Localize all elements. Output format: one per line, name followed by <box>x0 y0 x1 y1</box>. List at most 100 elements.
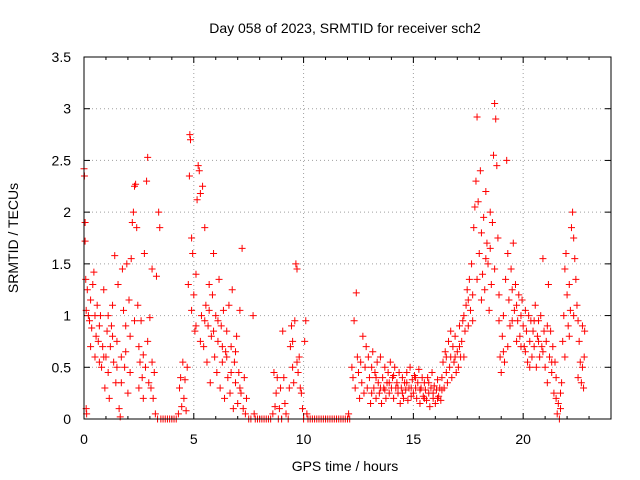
data-point <box>212 312 220 320</box>
data-point <box>521 306 529 314</box>
data-point <box>139 351 147 359</box>
data-point <box>426 403 434 411</box>
data-point <box>290 379 298 387</box>
data-point <box>412 374 420 382</box>
data-point <box>565 332 573 340</box>
data-point <box>107 322 115 330</box>
data-point <box>515 291 523 299</box>
data-point <box>455 343 463 351</box>
data-point <box>563 291 571 299</box>
data-point <box>398 374 406 382</box>
data-point <box>497 368 505 376</box>
data-point <box>117 379 125 387</box>
data-point <box>126 332 134 340</box>
data-point <box>90 268 98 276</box>
data-point <box>301 337 309 345</box>
data-point <box>372 394 380 402</box>
data-point <box>239 405 247 413</box>
data-point <box>242 394 250 402</box>
data-point <box>148 265 156 273</box>
data-point <box>541 363 549 371</box>
data-point <box>409 389 417 397</box>
data-point <box>519 322 527 330</box>
data-point <box>536 353 544 361</box>
data-point <box>151 410 159 418</box>
data-point <box>177 374 185 382</box>
data-point <box>570 234 578 242</box>
data-point <box>143 177 151 185</box>
data-point <box>391 363 399 371</box>
data-point <box>369 348 377 356</box>
data-point <box>532 363 540 371</box>
data-point <box>566 306 574 314</box>
data-point <box>205 306 213 314</box>
data-point <box>486 208 494 216</box>
data-point <box>139 394 147 402</box>
data-point <box>454 363 462 371</box>
data-point <box>450 358 458 366</box>
data-point <box>561 353 569 361</box>
data-point <box>518 296 526 304</box>
data-point <box>529 327 537 335</box>
data-point <box>184 281 192 289</box>
data-point <box>578 322 586 330</box>
data-point <box>218 343 226 351</box>
data-point <box>452 368 460 376</box>
data-point <box>542 337 550 345</box>
data-point <box>351 384 359 392</box>
data-point <box>495 317 503 325</box>
data-point <box>481 286 489 294</box>
data-point <box>217 322 225 330</box>
data-point <box>303 410 311 418</box>
data-point <box>109 332 117 340</box>
data-point <box>547 327 555 335</box>
data-point <box>438 374 446 382</box>
data-point <box>92 332 100 340</box>
data-point <box>429 389 437 397</box>
data-point <box>152 272 160 280</box>
y-tick-label: 2.5 <box>52 152 72 168</box>
data-point <box>195 167 203 175</box>
data-point <box>403 379 411 387</box>
data-point <box>506 322 514 330</box>
data-point <box>556 405 564 413</box>
data-point <box>216 384 224 392</box>
data-point <box>148 358 156 366</box>
data-point <box>468 260 476 268</box>
data-point <box>558 379 566 387</box>
data-point <box>396 399 404 407</box>
data-point <box>87 296 95 304</box>
data-point <box>508 317 516 325</box>
data-point <box>533 332 541 340</box>
data-point <box>382 394 390 402</box>
data-point <box>414 379 422 387</box>
data-point <box>567 224 575 232</box>
data-point <box>176 384 184 392</box>
data-point <box>182 407 190 415</box>
data-point <box>531 301 539 309</box>
data-point <box>461 327 469 335</box>
data-point <box>81 218 89 226</box>
data-point <box>134 301 142 309</box>
data-point <box>466 306 474 314</box>
data-point <box>517 312 525 320</box>
data-point <box>122 348 130 356</box>
data-point <box>543 322 551 330</box>
data-point <box>449 343 457 351</box>
data-point <box>273 374 281 382</box>
data-point <box>469 317 477 325</box>
data-point <box>85 317 93 325</box>
data-point <box>101 384 109 392</box>
data-point <box>451 332 459 340</box>
data-point <box>100 286 108 294</box>
data-point <box>438 386 446 394</box>
data-point <box>581 327 589 335</box>
data-point <box>188 234 196 242</box>
data-point <box>486 244 494 252</box>
data-point <box>455 322 463 330</box>
data-point <box>570 312 578 320</box>
data-point <box>232 379 240 387</box>
data-point <box>365 374 373 382</box>
data-point <box>356 394 364 402</box>
data-point <box>298 405 306 413</box>
